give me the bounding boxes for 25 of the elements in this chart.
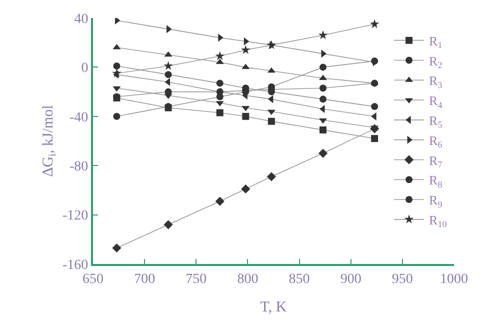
x-tick-label: 800	[237, 272, 258, 287]
y-tick-label: -40	[70, 110, 88, 126]
legend-label: R$_{2}$	[429, 53, 443, 70]
y-tick-label: -120	[62, 208, 88, 224]
x-tick-label: 900	[340, 272, 362, 287]
legend-label: R$_{7}$	[429, 152, 443, 170]
x-tick-label: 850	[288, 272, 310, 287]
x-tick-label: 650	[82, 272, 104, 287]
x-tick-label: 700	[134, 272, 156, 287]
y-tick-label: 0	[81, 61, 88, 76]
legend-label: R$_{8}$	[429, 172, 443, 190]
legend-label: R$_{6}$	[429, 132, 443, 150]
legend-label: R$_{9}$	[429, 192, 443, 210]
y-tick-label: 40	[74, 12, 88, 27]
y-tick-label: -160	[62, 258, 88, 273]
x-tick-label: 1000	[440, 272, 468, 287]
legend-label: R$_{3}$	[429, 73, 443, 90]
x-tick-label: 750	[186, 272, 207, 287]
legend-label: R$_{1}$	[429, 33, 442, 50]
legend-label: R$_{5}$	[429, 113, 443, 130]
x-tick-label: 950	[392, 272, 413, 287]
y-tick-label: -80	[70, 160, 88, 174]
x-axis-title: T, K	[260, 299, 287, 316]
legend-label: R$_{10}$	[429, 212, 448, 230]
legend-label: R$_{4}$	[429, 93, 443, 110]
